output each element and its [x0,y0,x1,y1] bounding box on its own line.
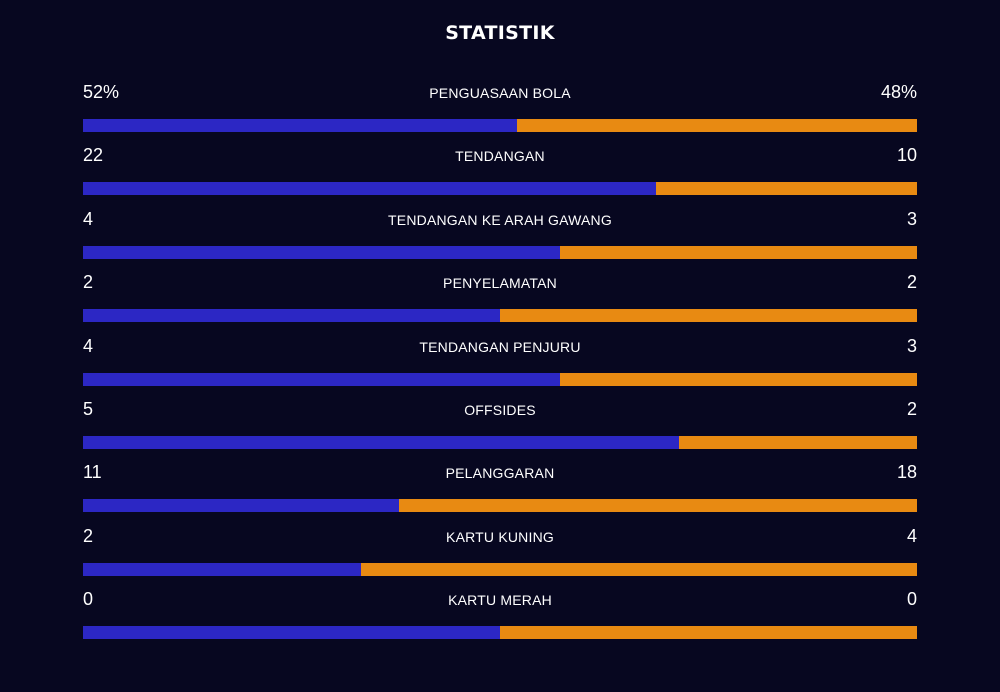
home-bar-segment [83,119,517,132]
stat-label: KARTU KUNING [446,528,554,545]
stat-label: PELANGGARAN [445,465,555,482]
stat-row-4: 4 TENDANGAN PENJURU 3 [83,335,917,398]
stat-label: PENYELAMATAN [443,275,557,292]
home-value: 0 [83,589,94,610]
away-value: 2 [906,272,917,293]
statistics-list: 52% PENGUASAAN BOLA 48% 22 TENDANGAN 10 … [83,81,917,652]
stat-label: TENDANGAN KE ARAH GAWANG [388,211,612,228]
home-bar-segment [83,245,560,259]
comparison-bar [83,245,917,259]
stat-row-6: 11 PELANGGARAN 18 [83,461,917,524]
home-bar-segment [83,626,500,640]
comparison-bar [83,119,917,132]
comparison-bar [83,626,917,640]
away-bar-segment [399,499,917,513]
away-bar-segment [559,245,917,259]
stat-label: OFFSIDES [464,401,536,418]
stat-header: 4 TENDANGAN PENJURU 3 [83,335,917,373]
stat-header: 0 KARTU MERAH 0 [83,588,917,626]
away-value: 4 [906,525,917,546]
away-bar-segment [360,562,917,576]
comparison-bar [83,372,917,386]
home-bar-segment [83,435,679,449]
home-value: 52% [83,82,120,102]
stat-label: TENDANGAN [455,148,545,165]
home-bar-segment [83,182,657,196]
comparison-bar [83,562,917,576]
stat-header: 4 TENDANGAN KE ARAH GAWANG 3 [83,208,917,246]
home-bar-segment [83,309,500,323]
stat-row-2: 4 TENDANGAN KE ARAH GAWANG 3 [83,208,917,271]
home-value: 4 [83,208,94,229]
home-value: 11 [83,462,102,483]
comparison-bar [83,182,917,196]
stat-header: 5 OFFSIDES 2 [83,398,917,436]
stat-row-8: 0 KARTU MERAH 0 [83,588,917,651]
home-bar-segment [83,372,560,386]
away-bar-segment [678,435,917,449]
away-value: 2 [906,398,917,419]
away-value: 10 [896,145,917,166]
home-value: 22 [83,145,104,166]
away-bar-segment [656,182,917,196]
home-value: 5 [83,398,94,419]
stat-row-1: 22 TENDANGAN 10 [83,144,917,207]
away-bar-segment [516,119,917,132]
stat-row-3: 2 PENYELAMATAN 2 [83,271,917,334]
home-bar-segment [83,562,361,576]
stat-label: KARTU MERAH [448,592,552,609]
statistics-title: STATISTIK [445,22,555,44]
home-value: 4 [83,335,94,356]
stat-header: 22 TENDANGAN 10 [83,144,917,182]
home-bar-segment [83,499,400,513]
comparison-bar [83,435,917,449]
stat-row-7: 2 KARTU KUNING 4 [83,525,917,588]
away-bar-segment [559,372,917,386]
away-value: 18 [896,462,917,483]
stat-row-5: 5 OFFSIDES 2 [83,398,917,461]
home-value: 2 [83,272,94,293]
comparison-bar [83,309,917,323]
away-bar-segment [500,626,917,640]
stat-header: 52% PENGUASAAN BOLA 48% [83,81,917,119]
away-bar-segment [500,309,917,323]
stat-header: 11 PELANGGARAN 18 [83,461,917,499]
away-value: 3 [906,335,917,356]
comparison-bar [83,499,917,513]
away-value: 3 [906,208,917,229]
away-value: 0 [906,589,917,610]
stat-label: PENGUASAAN BOLA [429,85,571,101]
stat-label: TENDANGAN PENJURU [419,338,581,355]
stat-header: 2 PENYELAMATAN 2 [83,271,917,309]
away-value: 48% [880,82,917,102]
home-value: 2 [83,525,94,546]
stat-row-0: 52% PENGUASAAN BOLA 48% [83,81,917,144]
stat-header: 2 KARTU KUNING 4 [83,525,917,563]
